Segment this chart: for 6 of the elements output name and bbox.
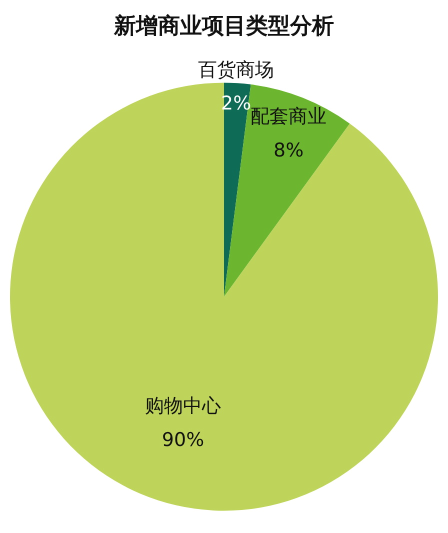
- slice-label: 百货商场: [198, 59, 274, 82]
- data-label: 8%: [274, 139, 304, 162]
- data-label: 90%: [162, 428, 204, 451]
- slice-label: 购物中心: [145, 394, 221, 417]
- slice-label: 配套商业: [250, 105, 327, 128]
- chart-title: 新增商业项目类型分析: [113, 12, 334, 39]
